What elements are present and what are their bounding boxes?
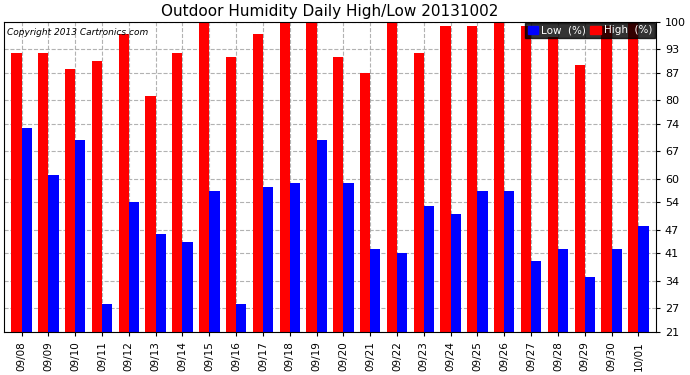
Bar — [611, 249, 622, 332]
Bar — [584, 277, 595, 332]
Bar — [333, 57, 344, 332]
Bar — [102, 304, 112, 332]
Bar — [344, 183, 353, 332]
Bar — [558, 249, 568, 332]
Bar — [628, 22, 638, 332]
Bar — [521, 26, 531, 332]
Bar — [467, 26, 477, 332]
Bar — [38, 53, 48, 332]
Bar — [451, 214, 461, 332]
Bar — [638, 226, 649, 332]
Bar — [531, 261, 541, 332]
Bar — [182, 242, 193, 332]
Bar — [21, 128, 32, 332]
Bar — [440, 26, 451, 332]
Bar — [129, 202, 139, 332]
Text: Copyright 2013 Cartronics.com: Copyright 2013 Cartronics.com — [8, 28, 148, 37]
Legend: Low  (%), High  (%): Low (%), High (%) — [525, 23, 655, 38]
Bar — [290, 183, 300, 332]
Bar — [424, 206, 434, 332]
Bar — [306, 22, 317, 332]
Bar — [263, 187, 273, 332]
Bar — [146, 96, 156, 332]
Bar — [413, 53, 424, 332]
Bar — [48, 175, 59, 332]
Bar — [548, 38, 558, 332]
Bar — [317, 140, 327, 332]
Bar — [602, 26, 611, 332]
Bar — [236, 304, 246, 332]
Bar — [119, 33, 129, 332]
Bar — [575, 65, 584, 332]
Bar — [371, 249, 380, 332]
Title: Outdoor Humidity Daily High/Low 20131002: Outdoor Humidity Daily High/Low 20131002 — [161, 4, 499, 19]
Bar — [65, 69, 75, 332]
Bar — [199, 22, 209, 332]
Bar — [172, 53, 182, 332]
Bar — [226, 57, 236, 332]
Bar — [397, 254, 407, 332]
Bar — [92, 61, 102, 332]
Bar — [75, 140, 86, 332]
Bar — [360, 73, 371, 332]
Bar — [387, 22, 397, 332]
Bar — [253, 33, 263, 332]
Bar — [12, 53, 21, 332]
Bar — [477, 190, 488, 332]
Bar — [279, 22, 290, 332]
Bar — [156, 234, 166, 332]
Bar — [209, 190, 219, 332]
Bar — [494, 22, 504, 332]
Bar — [504, 190, 515, 332]
